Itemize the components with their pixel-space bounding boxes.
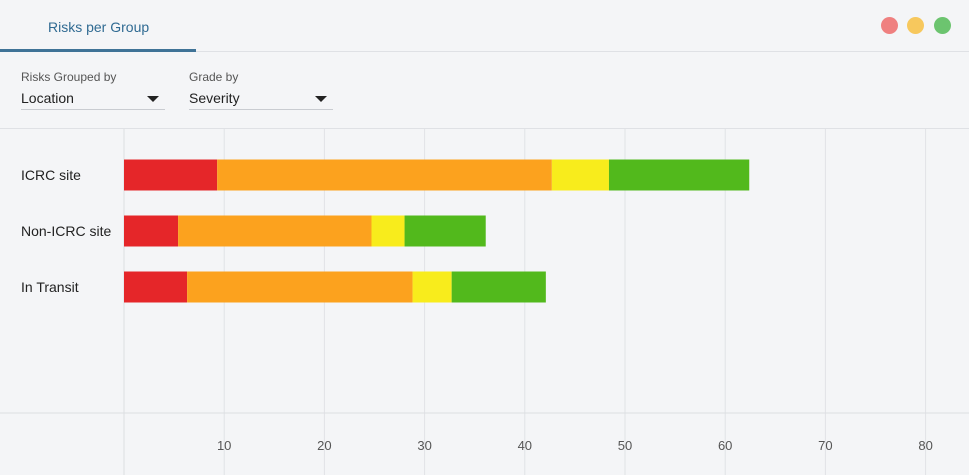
close-window-dot[interactable] (881, 17, 898, 34)
x-tick-label: 30 (417, 438, 431, 453)
chevron-down-icon (315, 96, 327, 102)
x-tick-label: 20 (317, 438, 331, 453)
group-by-value: Location (21, 90, 74, 106)
bar-segment (187, 271, 413, 303)
grade-by-label: Grade by (189, 70, 239, 84)
maximize-window-dot[interactable] (934, 17, 951, 34)
bar-segment (412, 271, 452, 303)
x-tick-label: 40 (518, 438, 532, 453)
group-by-select[interactable]: Location (21, 88, 165, 110)
category-label: Non-ICRC site (21, 223, 111, 239)
bar-segment (217, 159, 552, 191)
tab-label: Risks per Group (48, 19, 150, 35)
bar-segment (178, 215, 372, 247)
category-label: ICRC site (21, 167, 81, 183)
bar-segment (608, 159, 750, 191)
chart-top-divider (0, 128, 969, 129)
grade-by-select[interactable]: Severity (189, 88, 333, 110)
bar-segment (124, 215, 179, 247)
bar-segment (124, 159, 218, 191)
bar-segment (551, 159, 609, 191)
tab-bar: Risks per Group (0, 0, 969, 52)
bar-segment (451, 271, 546, 303)
minimize-window-dot[interactable] (907, 17, 924, 34)
grade-by-value: Severity (189, 90, 240, 106)
x-tick-label: 10 (217, 438, 231, 453)
x-tick-label: 50 (618, 438, 632, 453)
bar-segment (124, 271, 188, 303)
x-tick-label: 80 (918, 438, 932, 453)
bar-segment (404, 215, 486, 247)
category-label: In Transit (21, 279, 79, 295)
tab-risks-per-group[interactable]: Risks per Group (0, 0, 196, 52)
group-by-label: Risks Grouped by (21, 70, 117, 84)
x-tick-label: 70 (818, 438, 832, 453)
bar-segment (371, 215, 405, 247)
chevron-down-icon (147, 96, 159, 102)
x-tick-label: 60 (718, 438, 732, 453)
